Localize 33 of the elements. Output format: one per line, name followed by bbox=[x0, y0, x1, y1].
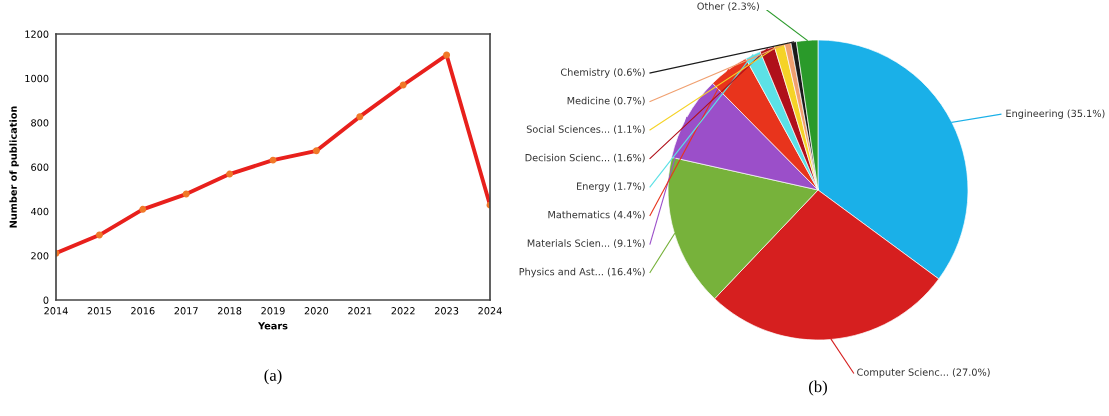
y-tick-label: 400 bbox=[30, 207, 49, 216]
slice-label: Physics and Ast... (16.4%) bbox=[519, 267, 645, 278]
y-tick-label: 600 bbox=[31, 163, 49, 171]
x-tick-label: 2017 bbox=[174, 307, 198, 315]
slice-label: Social Sciences... (1.1%) bbox=[526, 125, 645, 134]
x-tick-label: 2019 bbox=[261, 307, 285, 315]
x-tick-label: 2023 bbox=[434, 307, 459, 315]
slice-label: Chemistry (0.6%) bbox=[560, 68, 645, 78]
y-tick-label: 0 bbox=[43, 296, 49, 304]
y-axis-title: Number of publication bbox=[9, 106, 19, 228]
x-axis-title: Years bbox=[257, 322, 288, 330]
slice-label: Medicine (0.7%) bbox=[567, 96, 645, 106]
text: (b) bbox=[809, 380, 827, 396]
x-tick-label: 2015 bbox=[87, 307, 111, 315]
slice-label: Materials Scien... (9.1%) bbox=[527, 239, 645, 248]
y-tick-label: 800 bbox=[31, 119, 49, 127]
y-tick-label: 1200 bbox=[25, 30, 49, 38]
slice-label: Other (2.3%) bbox=[697, 2, 759, 11]
x-tick-label: 2020 bbox=[304, 307, 329, 315]
x-tick-label: 2021 bbox=[348, 307, 372, 315]
slice-label: Mathematics (4.4%) bbox=[548, 210, 645, 220]
slice-label: Energy (1.7%) bbox=[577, 182, 645, 192]
x-tick-label: 2022 bbox=[391, 307, 415, 315]
x-tick-label: 2018 bbox=[217, 307, 242, 315]
text: (a) bbox=[264, 369, 282, 385]
slice-label: Engineering (35.1%) bbox=[1006, 109, 1105, 119]
y-tick-label: 1000 bbox=[25, 74, 49, 83]
y-tick-label: 200 bbox=[31, 252, 49, 260]
x-tick-label: 2016 bbox=[131, 307, 155, 315]
x-tick-label: 2014 bbox=[44, 307, 68, 315]
x-tick-label: 2024 bbox=[478, 307, 502, 315]
slice-label: Decision Scienc... (1.6%) bbox=[525, 153, 645, 163]
slice-label: Computer Scienc... (27.0%) bbox=[857, 368, 990, 378]
